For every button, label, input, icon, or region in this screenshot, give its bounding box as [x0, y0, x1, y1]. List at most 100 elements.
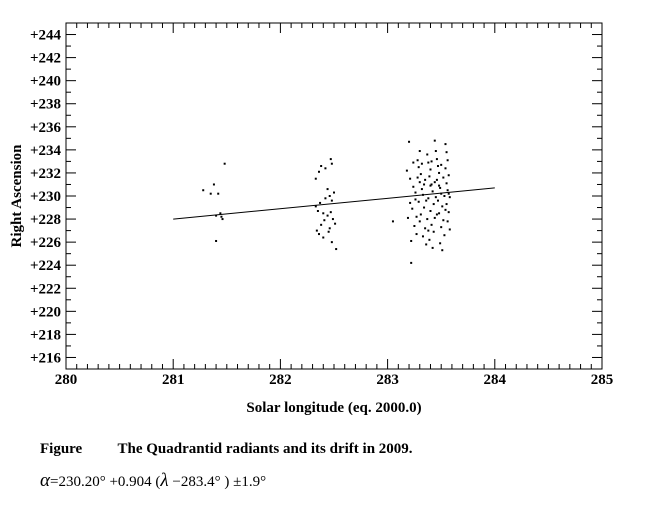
data-point [427, 197, 430, 200]
y-tick-label: +236 [30, 120, 62, 136]
data-point [423, 183, 426, 186]
data-point [440, 226, 443, 229]
data-point [434, 150, 437, 153]
data-point [435, 178, 438, 181]
data-point [322, 236, 325, 239]
data-point [444, 208, 447, 211]
data-point [444, 143, 447, 146]
data-point [447, 174, 450, 177]
data-point [335, 248, 338, 251]
data-point [418, 181, 421, 184]
data-point [219, 212, 222, 215]
data-point [429, 209, 432, 212]
data-point [408, 140, 411, 143]
data-point [426, 218, 429, 221]
data-point [315, 229, 318, 232]
data-point [419, 173, 422, 176]
data-point [445, 151, 448, 154]
data-point [425, 243, 428, 246]
data-point [420, 162, 423, 165]
data-point [411, 207, 414, 210]
data-point [433, 216, 436, 219]
data-point [421, 235, 424, 238]
data-point [430, 223, 433, 226]
y-tick-label: +218 [30, 327, 61, 343]
data-point [442, 176, 445, 179]
data-point [391, 220, 394, 223]
data-points [202, 139, 451, 264]
data-point [435, 158, 438, 161]
data-point [410, 261, 413, 264]
y-tick-label: +240 [30, 74, 61, 90]
data-point [438, 212, 441, 215]
data-point [424, 178, 427, 181]
data-point [323, 219, 326, 222]
data-point [415, 215, 418, 218]
data-point [441, 249, 444, 252]
x-tick-label: 285 [591, 372, 614, 388]
data-point [327, 230, 330, 233]
data-point [324, 167, 327, 170]
data-point [431, 246, 434, 249]
data-point [328, 195, 331, 197]
data-point [448, 196, 451, 199]
data-point [440, 163, 443, 166]
data-point [409, 177, 412, 180]
data-point [316, 209, 319, 212]
y-tick-label: +222 [30, 281, 61, 297]
data-point [432, 230, 435, 233]
formula-part-2: −283.4° ) ±1.9° [168, 474, 267, 490]
data-point [317, 233, 320, 236]
data-point [438, 184, 441, 187]
data-point [416, 159, 419, 162]
data-point [414, 198, 417, 201]
data-point [425, 199, 428, 202]
data-point [317, 170, 320, 173]
x-tick-label: 281 [162, 372, 185, 388]
data-point [442, 219, 445, 222]
data-point [446, 189, 449, 192]
data-point [406, 216, 409, 219]
data-point [424, 227, 427, 230]
x-tick-label: 284 [484, 372, 507, 388]
data-point [447, 211, 450, 214]
tick-labels: 280 281 282 283 284 285 +216 +218 +220 +222 +224 +2… [30, 28, 613, 388]
data-point [330, 241, 333, 244]
data-point [331, 218, 334, 221]
data-point [320, 165, 323, 168]
data-point [413, 224, 416, 227]
data-point [328, 227, 331, 230]
data-point [330, 162, 333, 165]
data-point [334, 222, 337, 225]
data-point [419, 213, 422, 216]
data-point [324, 197, 327, 200]
data-point [412, 161, 415, 164]
data-point [433, 181, 436, 184]
data-point [215, 239, 218, 242]
data-point [430, 160, 433, 163]
x-tick-label: 280 [55, 372, 78, 388]
data-point [416, 176, 419, 179]
y-tick-label: +244 [30, 28, 62, 44]
data-point [444, 167, 447, 170]
data-point [434, 196, 437, 199]
y-tick-label: +232 [30, 166, 61, 182]
y-tick-label: +234 [30, 143, 62, 159]
data-point [446, 159, 449, 162]
data-point [427, 161, 430, 164]
data-point [426, 153, 429, 156]
data-point [446, 220, 449, 223]
alpha-symbol: α [40, 470, 50, 491]
data-point [438, 171, 441, 174]
data-point [429, 184, 432, 187]
data-point [418, 220, 421, 223]
data-point [441, 205, 444, 208]
data-point [209, 192, 212, 195]
y-tick-label: +228 [30, 212, 61, 228]
data-point [439, 242, 442, 245]
data-point [429, 168, 432, 171]
data-point [221, 218, 224, 221]
data-point [412, 185, 415, 188]
figure-caption-text: The Quadrantid radiants and its drift in… [117, 441, 413, 457]
data-point [420, 188, 423, 191]
